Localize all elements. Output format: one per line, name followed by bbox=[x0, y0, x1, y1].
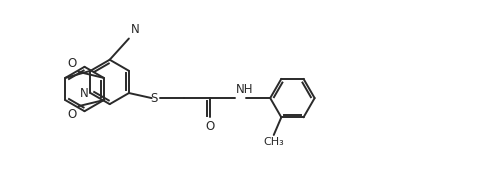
Text: N: N bbox=[131, 23, 140, 36]
Text: O: O bbox=[68, 57, 77, 70]
Text: O: O bbox=[205, 120, 215, 133]
Text: CH₃: CH₃ bbox=[263, 137, 284, 147]
Text: NH: NH bbox=[236, 83, 253, 96]
Text: O: O bbox=[68, 108, 77, 121]
Text: N: N bbox=[80, 87, 89, 100]
Text: S: S bbox=[151, 92, 158, 105]
